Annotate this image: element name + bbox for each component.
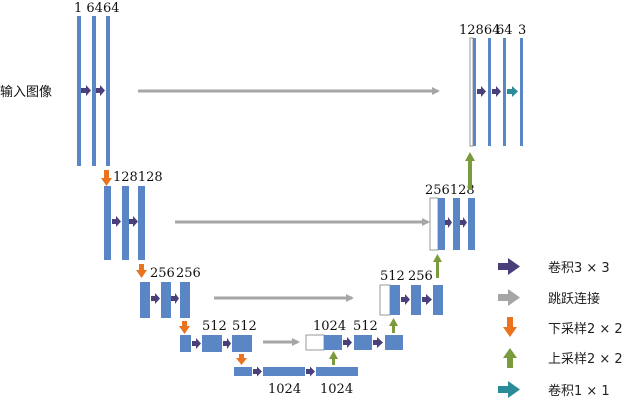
- feature-block: [138, 186, 145, 260]
- feature-block: [92, 16, 96, 166]
- encoder-level-2: 128128: [104, 170, 163, 260]
- legend-down-icon: [503, 317, 517, 337]
- decoder-level-3: 512 256: [379, 269, 443, 316]
- feature-block: [453, 198, 460, 250]
- downsample-arrow: [136, 264, 147, 278]
- conv3-arrow: [171, 293, 179, 304]
- channel-label: 256: [408, 269, 433, 284]
- channel-label: 64: [496, 23, 513, 38]
- feature-block: [316, 367, 358, 376]
- conv1-arrow: [507, 86, 518, 97]
- feature-block: [488, 38, 491, 146]
- feature-block: [104, 186, 111, 260]
- feature-block: [411, 285, 421, 315]
- conv3-arrow: [96, 85, 105, 96]
- conv3-arrow: [445, 217, 452, 228]
- feature-block: [390, 285, 400, 315]
- channel-label: 1 6464: [74, 1, 120, 16]
- feature-block: [106, 16, 110, 166]
- feature-block: [202, 335, 222, 352]
- legend-conv3-icon: [498, 258, 520, 275]
- legend-conv1-icon: [498, 381, 520, 398]
- decoder-level-2: 256128: [425, 183, 475, 251]
- output-block: [520, 38, 523, 146]
- decoder-level-4: 1024 512: [305, 319, 403, 351]
- channel-label: 512: [202, 319, 227, 334]
- upsample-arrow: [433, 254, 442, 278]
- legend-skip-icon: [498, 289, 520, 306]
- upsample-arrow: [329, 351, 338, 365]
- bottleneck-level: 1024 1024: [234, 366, 358, 397]
- feature-block: [438, 198, 445, 250]
- feature-block: [385, 335, 403, 350]
- encoder-level-3: 256 256: [140, 266, 201, 318]
- channel-label: 1024: [268, 382, 301, 397]
- conv3-arrow: [373, 337, 383, 348]
- downsample-arrow: [236, 354, 247, 365]
- skip-copy-block: [305, 334, 325, 351]
- conv3-arrow: [492, 86, 501, 97]
- conv3-arrow: [223, 338, 231, 349]
- channel-label: 256: [150, 266, 175, 281]
- conv3-arrow: [112, 216, 121, 227]
- skip-copy-block: [379, 284, 391, 316]
- channel-label: 1024: [313, 319, 346, 334]
- channel-label: 512: [232, 319, 257, 334]
- conv3-arrow: [343, 337, 352, 348]
- feature-block: [232, 335, 252, 352]
- channel-label: 3: [518, 23, 526, 38]
- input-image-label: 输入图像: [0, 84, 52, 100]
- downsample-arrow: [179, 321, 190, 334]
- channel-label: 256128: [425, 183, 475, 198]
- conv3-arrow: [192, 338, 201, 349]
- downsample-arrow: [101, 170, 112, 186]
- feature-block: [77, 16, 81, 166]
- skip-copy-block: [469, 37, 474, 147]
- conv3-arrow: [129, 216, 138, 227]
- legend: 卷积3 × 3 跳跃连接 下采样2 × 2 上采样2 × 2 卷积1 × 1: [498, 258, 623, 399]
- feature-block: [503, 38, 506, 146]
- conv3-arrow: [477, 86, 486, 97]
- channel-label: 12864: [459, 23, 500, 38]
- legend-up-icon: [503, 348, 517, 368]
- feature-block: [180, 335, 191, 352]
- encoder-level-1: 1 6464 输入图像: [0, 1, 120, 166]
- feature-block: [161, 282, 171, 318]
- feature-block: [140, 282, 150, 318]
- channel-label: 256: [176, 266, 201, 281]
- conv3-arrow: [306, 366, 315, 377]
- channel-label: 512: [380, 269, 405, 284]
- conv3-arrow: [151, 293, 160, 304]
- feature-block: [324, 335, 342, 350]
- feature-block: [122, 186, 129, 260]
- encoder-level-4: 512 512: [180, 319, 257, 352]
- conv3-arrow: [460, 217, 467, 228]
- feature-block: [180, 282, 190, 318]
- feature-block: [468, 198, 475, 250]
- decoder-level-1: 12864 64 3: [459, 23, 526, 147]
- channel-label: 128128: [113, 170, 163, 185]
- skip-copy-block: [429, 197, 439, 251]
- legend-label: 卷积1 × 1: [548, 383, 610, 399]
- conv3-arrow: [253, 366, 262, 377]
- legend-label: 跳跃连接: [548, 291, 600, 307]
- legend-label: 下采样2 × 2: [548, 322, 623, 337]
- channel-label: 512: [353, 319, 378, 334]
- feature-block: [354, 335, 372, 350]
- conv3-arrow: [422, 294, 432, 305]
- feature-block: [473, 38, 476, 146]
- upsample-arrow: [389, 318, 398, 333]
- upsample-arrow: [465, 152, 475, 190]
- conv3-arrow: [81, 85, 91, 96]
- feature-block: [263, 367, 305, 376]
- legend-label: 卷积3 × 3: [548, 260, 610, 276]
- feature-block: [433, 285, 443, 315]
- channel-label: 1024: [320, 382, 353, 397]
- legend-label: 上采样2 × 2: [548, 352, 623, 367]
- conv3-arrow: [401, 294, 410, 305]
- feature-block: [234, 367, 252, 376]
